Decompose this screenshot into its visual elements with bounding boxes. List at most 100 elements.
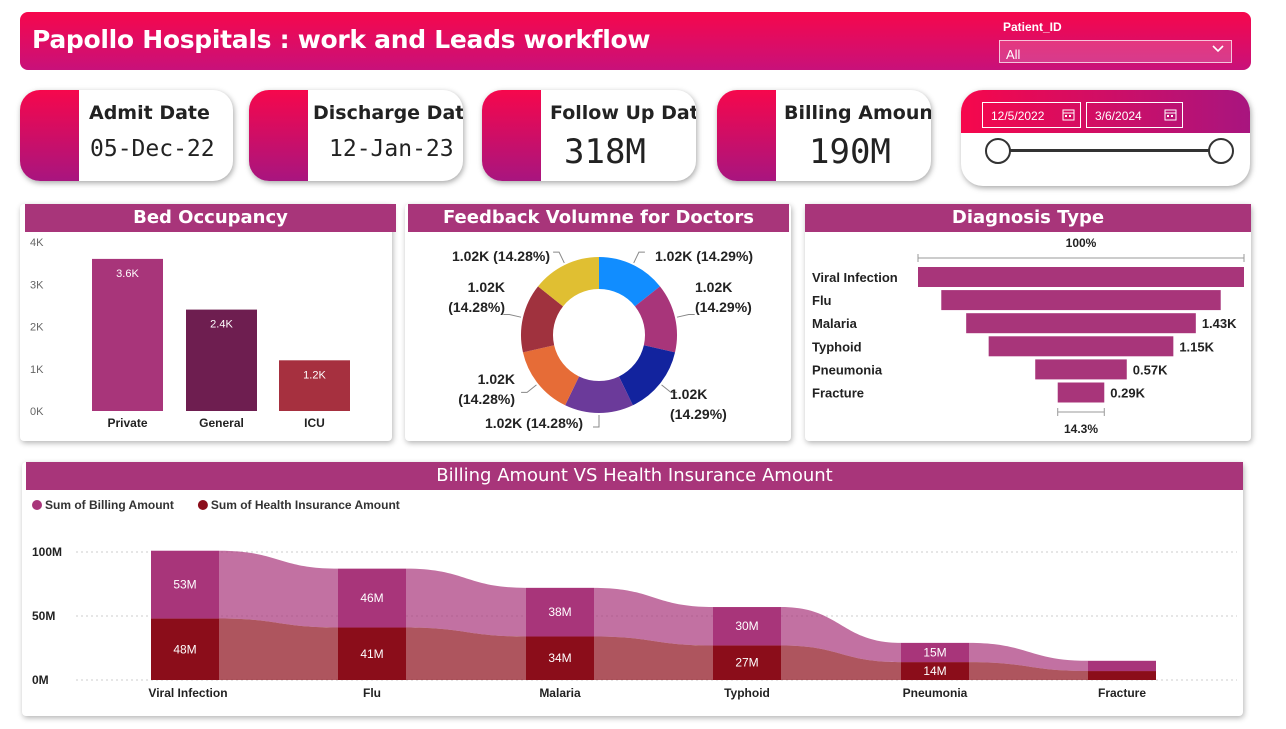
insurance-ribbon <box>594 636 713 680</box>
billing-data-label: 15M <box>923 645 946 659</box>
kpi-label: Admit Date <box>89 102 210 124</box>
donut-slice <box>521 286 564 353</box>
end-date-value: 3/6/2024 <box>1095 109 1142 123</box>
insurance-bar <box>901 662 969 680</box>
billing-bar <box>713 607 781 646</box>
insurance-data-label: 14M <box>923 664 946 678</box>
funnel-top-label: 100% <box>1066 236 1097 250</box>
y-tick-label: 50M <box>32 609 55 623</box>
legend-marker <box>32 500 42 510</box>
x-tick-label: Malaria <box>539 686 581 700</box>
leader-line <box>553 251 565 264</box>
leader-line <box>676 314 695 318</box>
y-tick-label: 2K <box>30 322 44 334</box>
slice-data-label: 1.02K (14.28%) <box>452 248 550 264</box>
funnel-bar <box>1057 382 1105 403</box>
slice-data-label: (14.28%) <box>448 299 505 315</box>
calendar-icon[interactable] <box>1164 108 1177 121</box>
kpi-label: Discharge Date <box>313 102 463 124</box>
date-slider-track[interactable] <box>999 149 1223 152</box>
funnel-category-label: Viral Infection <box>812 270 898 285</box>
billing-ribbon <box>781 607 901 663</box>
legend-marker <box>197 500 208 510</box>
slice-data-label: 1.02K <box>478 371 515 387</box>
leader-line <box>593 415 600 428</box>
date-slider-end-handle[interactable] <box>1208 138 1234 164</box>
bar-data-label: 2.4K <box>210 319 233 331</box>
funnel-data-label: 0.29K <box>1110 386 1145 401</box>
billing-ribbon <box>594 587 713 646</box>
billing-data-label: 30M <box>735 619 758 633</box>
billing-vs-insurance-panel: Billing Amount VS Health Insurance Amoun… <box>22 462 1243 716</box>
kpi-card-admit-date: Admit Date 05-Dec-22 <box>20 90 233 181</box>
kpi-value: 05-Dec-22 <box>90 136 215 162</box>
y-tick-label: 3K <box>30 279 44 291</box>
y-tick-label: 0K <box>30 406 44 418</box>
insurance-bar <box>713 645 781 680</box>
funnel-bottom-label: 14.3% <box>1064 422 1098 436</box>
kpi-label: Billing Amount <box>784 102 931 124</box>
funnel-data-label: 1.43K <box>1202 316 1237 331</box>
page-title: Papollo Hospitals : work and Leads workf… <box>32 25 651 54</box>
insurance-ribbon <box>969 662 1088 680</box>
x-tick-label: Viral Infection <box>148 686 227 700</box>
y-tick-label: 4K <box>30 237 44 249</box>
insurance-data-label: 34M <box>548 651 571 665</box>
leader-line <box>503 314 522 318</box>
diagnosis-funnel-chart: 100% Viral Infection Flu Malaria 1.43K Typhoi… <box>812 236 1245 436</box>
slice-data-label: 1.02K <box>468 279 505 295</box>
end-date-input[interactable]: 3/6/2024 <box>1086 102 1183 128</box>
x-tick-label: ICU <box>304 416 325 430</box>
bar-data-label: 3.6K <box>116 268 139 280</box>
card-accent-strip <box>717 90 776 181</box>
slice-data-label: 1.02K <box>670 386 707 402</box>
slice-data-label: 1.02K <box>695 279 732 295</box>
funnel-bar <box>1035 359 1127 380</box>
billing-bar <box>338 568 406 628</box>
slice-data-label: (14.29%) <box>670 406 727 422</box>
insurance-bar <box>338 627 406 680</box>
x-tick-label: Fracture <box>1098 686 1146 700</box>
funnel-bar <box>966 313 1196 334</box>
legend-label: Sum of Billing Amount <box>45 498 174 512</box>
diagnosis-panel: Diagnosis Type 100% Viral Infection Flu Mal… <box>805 204 1251 441</box>
billing-ribbon <box>969 642 1088 672</box>
donut-slice <box>618 345 676 406</box>
funnel-category-label: Fracture <box>812 386 864 401</box>
calendar-icon[interactable] <box>1062 108 1075 121</box>
funnel-bar <box>918 267 1244 287</box>
date-slider-start-handle[interactable] <box>985 138 1011 164</box>
diagnosis-title: Diagnosis Type <box>805 204 1251 232</box>
kpi-value: 12-Jan-23 <box>329 136 454 162</box>
patient-id-dropdown-value: All <box>1006 47 1021 62</box>
funnel-category-label: Pneumonia <box>812 362 883 377</box>
insurance-ribbon <box>219 618 338 680</box>
billing-vs-insurance-title: Billing Amount VS Health Insurance Amoun… <box>26 462 1243 490</box>
billing-data-label: 38M <box>548 605 571 619</box>
kpi-card-discharge-date: Discharge Date 12-Jan-23 <box>249 90 463 181</box>
billing-bar <box>526 587 594 637</box>
funnel-bar <box>988 336 1174 357</box>
insurance-bar <box>151 618 219 680</box>
donut-slice <box>538 257 599 307</box>
x-tick-label: Typhoid <box>724 686 770 700</box>
funnel-category-label: Typhoid <box>812 339 862 354</box>
patient-id-dropdown[interactable]: All <box>999 40 1232 63</box>
bed-occupancy-panel: Bed Occupancy 4K 3K 2K 1K 0K 3.6K Private 2.4K G… <box>20 204 396 441</box>
kpi-label: Follow Up Date <box>550 102 696 124</box>
patient-id-slicer-label: Patient_ID <box>1003 20 1062 34</box>
billing-ribbon <box>219 550 338 628</box>
header-banner: Papollo Hospitals : work and Leads workf… <box>20 12 1251 70</box>
funnel-category-label: Malaria <box>812 316 858 331</box>
funnel-data-label: 1.15K <box>1179 339 1214 354</box>
bar-data-label: 1.2K <box>303 369 326 381</box>
kpi-card-follow-up-date: Follow Up Date 318M <box>482 90 696 181</box>
date-range-header <box>961 90 1250 133</box>
x-tick-label: Flu <box>363 686 381 700</box>
insurance-data-label: 27M <box>735 656 758 670</box>
bed-occupancy-chart: 4K 3K 2K 1K 0K 3.6K Private 2.4K General 1.2K ICU <box>30 237 350 430</box>
insurance-ribbon <box>781 645 901 680</box>
feedback-donut-chart: 1.02K (14.29%) 1.02K (14.29%) 1.02K (14.29%)… <box>448 248 753 431</box>
start-date-input[interactable]: 12/5/2022 <box>982 102 1081 128</box>
insurance-data-label: 48M <box>173 642 196 656</box>
